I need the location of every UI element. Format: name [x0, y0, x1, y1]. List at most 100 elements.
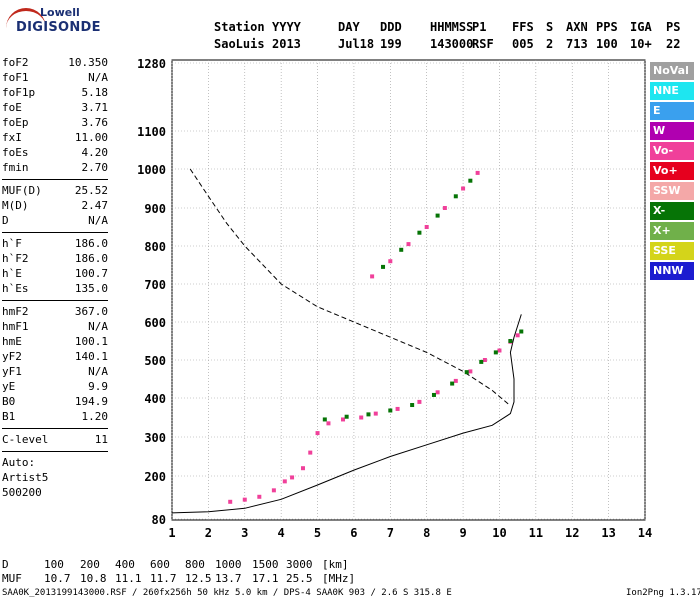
echo-point: [468, 179, 472, 183]
echo-point: [432, 393, 436, 397]
echo-point: [308, 451, 312, 455]
echo-point: [497, 349, 501, 353]
legend-entry: NoVal: [650, 62, 694, 80]
footer-row2-label: MUF: [2, 572, 22, 585]
legend-entry: W: [650, 122, 694, 140]
x-tick-label: 6: [350, 526, 357, 540]
echo-point: [396, 407, 400, 411]
echo-point: [465, 370, 469, 374]
x-tick-label: 1: [168, 526, 175, 540]
footer-value: 1500: [252, 558, 279, 571]
legend-entry: X-: [650, 202, 694, 220]
echo-point: [461, 187, 465, 191]
echo-point: [425, 225, 429, 229]
footer-value: 11.7: [150, 572, 177, 585]
echo-point: [519, 330, 523, 334]
x-tick-label: 5: [314, 526, 321, 540]
x-tick-label: 10: [492, 526, 506, 540]
legend: NoVal NNE E W Vo- Vo+ SSW X- X+ SSE NNW: [650, 62, 694, 282]
x-tick-label: 12: [565, 526, 579, 540]
echo-point: [479, 360, 483, 364]
legend-entry: Vo-: [650, 142, 694, 160]
echo-point: [228, 500, 232, 504]
echo-point: [410, 403, 414, 407]
legend-entry: X+: [650, 222, 694, 240]
echo-point: [476, 171, 480, 175]
footer-value: 10.7: [44, 572, 71, 585]
x-tick-label: 8: [423, 526, 430, 540]
footer-version: Ion2Png 1.3.17: [626, 588, 700, 598]
x-tick-label: 11: [529, 526, 543, 540]
x-tick-label: 9: [459, 526, 466, 540]
footer-file-info: SAA0K_2013199143000.RSF / 260fx256h 50 k…: [2, 588, 452, 598]
footer-value: 3000: [286, 558, 313, 571]
echo-point: [283, 479, 287, 483]
echo-point: [316, 431, 320, 435]
footer-value: 100: [44, 558, 64, 571]
x-tick-label: 13: [601, 526, 615, 540]
legend-entry: NNW: [650, 262, 694, 280]
echo-point: [345, 415, 349, 419]
footer-row1-label: D: [2, 558, 9, 571]
footer-value: [km]: [322, 558, 349, 571]
y-tick-label: 600: [144, 316, 166, 330]
x-tick-label: 4: [278, 526, 285, 540]
echo-point: [388, 408, 392, 412]
footer-value: 13.7: [215, 572, 242, 585]
y-tick-label: 300: [144, 431, 166, 445]
footer-value: 600: [150, 558, 170, 571]
echo-point: [443, 206, 447, 210]
x-tick-label: 14: [638, 526, 652, 540]
echo-point: [290, 475, 294, 479]
y-tick-label: 900: [144, 202, 166, 216]
echo-point: [436, 390, 440, 394]
echo-point: [483, 358, 487, 362]
echo-point: [494, 350, 498, 354]
footer-value: 11.1: [115, 572, 142, 585]
echo-point: [366, 412, 370, 416]
echo-point: [301, 466, 305, 470]
y-tick-label: 200: [144, 470, 166, 484]
x-tick-label: 2: [205, 526, 212, 540]
legend-entry: SSE: [650, 242, 694, 260]
echo-point: [436, 214, 440, 218]
echo-point: [450, 382, 454, 386]
echo-point: [417, 231, 421, 235]
legend-entry: NNE: [650, 82, 694, 100]
echo-point: [370, 274, 374, 278]
echo-point: [359, 416, 363, 420]
y-tick-label: 1000: [137, 163, 166, 177]
legend-entry: E: [650, 102, 694, 120]
echo-point: [257, 495, 261, 499]
echo-point: [399, 248, 403, 252]
echo-point: [417, 400, 421, 404]
echo-point: [326, 421, 330, 425]
echo-point: [243, 498, 247, 502]
echo-point: [374, 412, 378, 416]
legend-entry: SSW: [650, 182, 694, 200]
y-tick-label: 800: [144, 240, 166, 254]
x-tick-label: 3: [241, 526, 248, 540]
echo-point: [388, 259, 392, 263]
echo-point: [407, 242, 411, 246]
y-tick-label: 1100: [137, 125, 166, 139]
y-tick-label: 80: [152, 513, 166, 527]
echo-point: [381, 265, 385, 269]
footer-value: 800: [185, 558, 205, 571]
footer-value: 10.8: [80, 572, 107, 585]
echo-point: [516, 333, 520, 337]
footer-value: 17.1: [252, 572, 279, 585]
echo-point: [341, 417, 345, 421]
echo-point: [508, 339, 512, 343]
x-tick-label: 7: [387, 526, 394, 540]
legend-entry: Vo+: [650, 162, 694, 180]
echo-point: [323, 417, 327, 421]
footer-value: 12.5: [185, 572, 212, 585]
echo-point: [454, 194, 458, 198]
y-tick-label: 400: [144, 392, 166, 406]
footer-value: [MHz]: [322, 572, 355, 585]
footer-value: 1000: [215, 558, 242, 571]
echo-point: [468, 369, 472, 373]
echo-point: [454, 379, 458, 383]
